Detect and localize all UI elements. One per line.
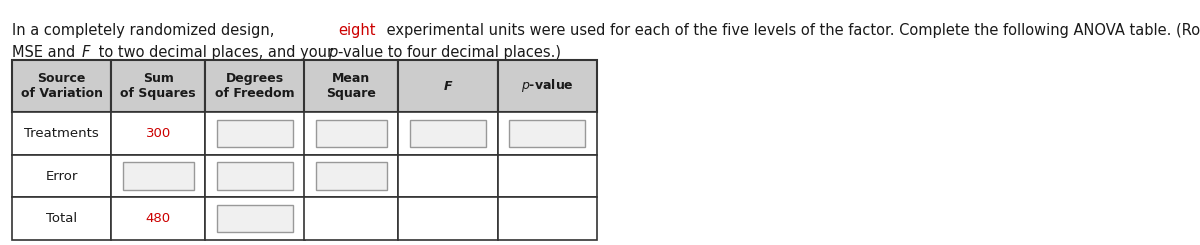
Text: F: F	[82, 45, 90, 60]
Text: 480: 480	[145, 212, 170, 225]
Text: Error: Error	[46, 170, 78, 183]
Text: Source
of Variation: Source of Variation	[20, 72, 103, 100]
Text: Sum
of Squares: Sum of Squares	[120, 72, 196, 100]
Text: to two decimal places, and your: to two decimal places, and your	[94, 45, 337, 60]
Text: 300: 300	[145, 127, 170, 140]
Text: In a completely randomized design,: In a completely randomized design,	[12, 23, 278, 38]
Text: MSE and: MSE and	[12, 45, 80, 60]
Text: Mean
Square: Mean Square	[326, 72, 377, 100]
Text: Degrees
of Freedom: Degrees of Freedom	[215, 72, 294, 100]
Text: Treatments: Treatments	[24, 127, 100, 140]
Text: $p$-value: $p$-value	[521, 77, 574, 95]
Text: eight: eight	[338, 23, 376, 38]
Text: experimental units were used for each of the five levels of the factor. Complete: experimental units were used for each of…	[382, 23, 1200, 38]
Text: F: F	[444, 79, 452, 93]
Text: p: p	[328, 45, 337, 60]
Text: -value to four decimal places.): -value to four decimal places.)	[338, 45, 562, 60]
Text: Total: Total	[46, 212, 77, 225]
